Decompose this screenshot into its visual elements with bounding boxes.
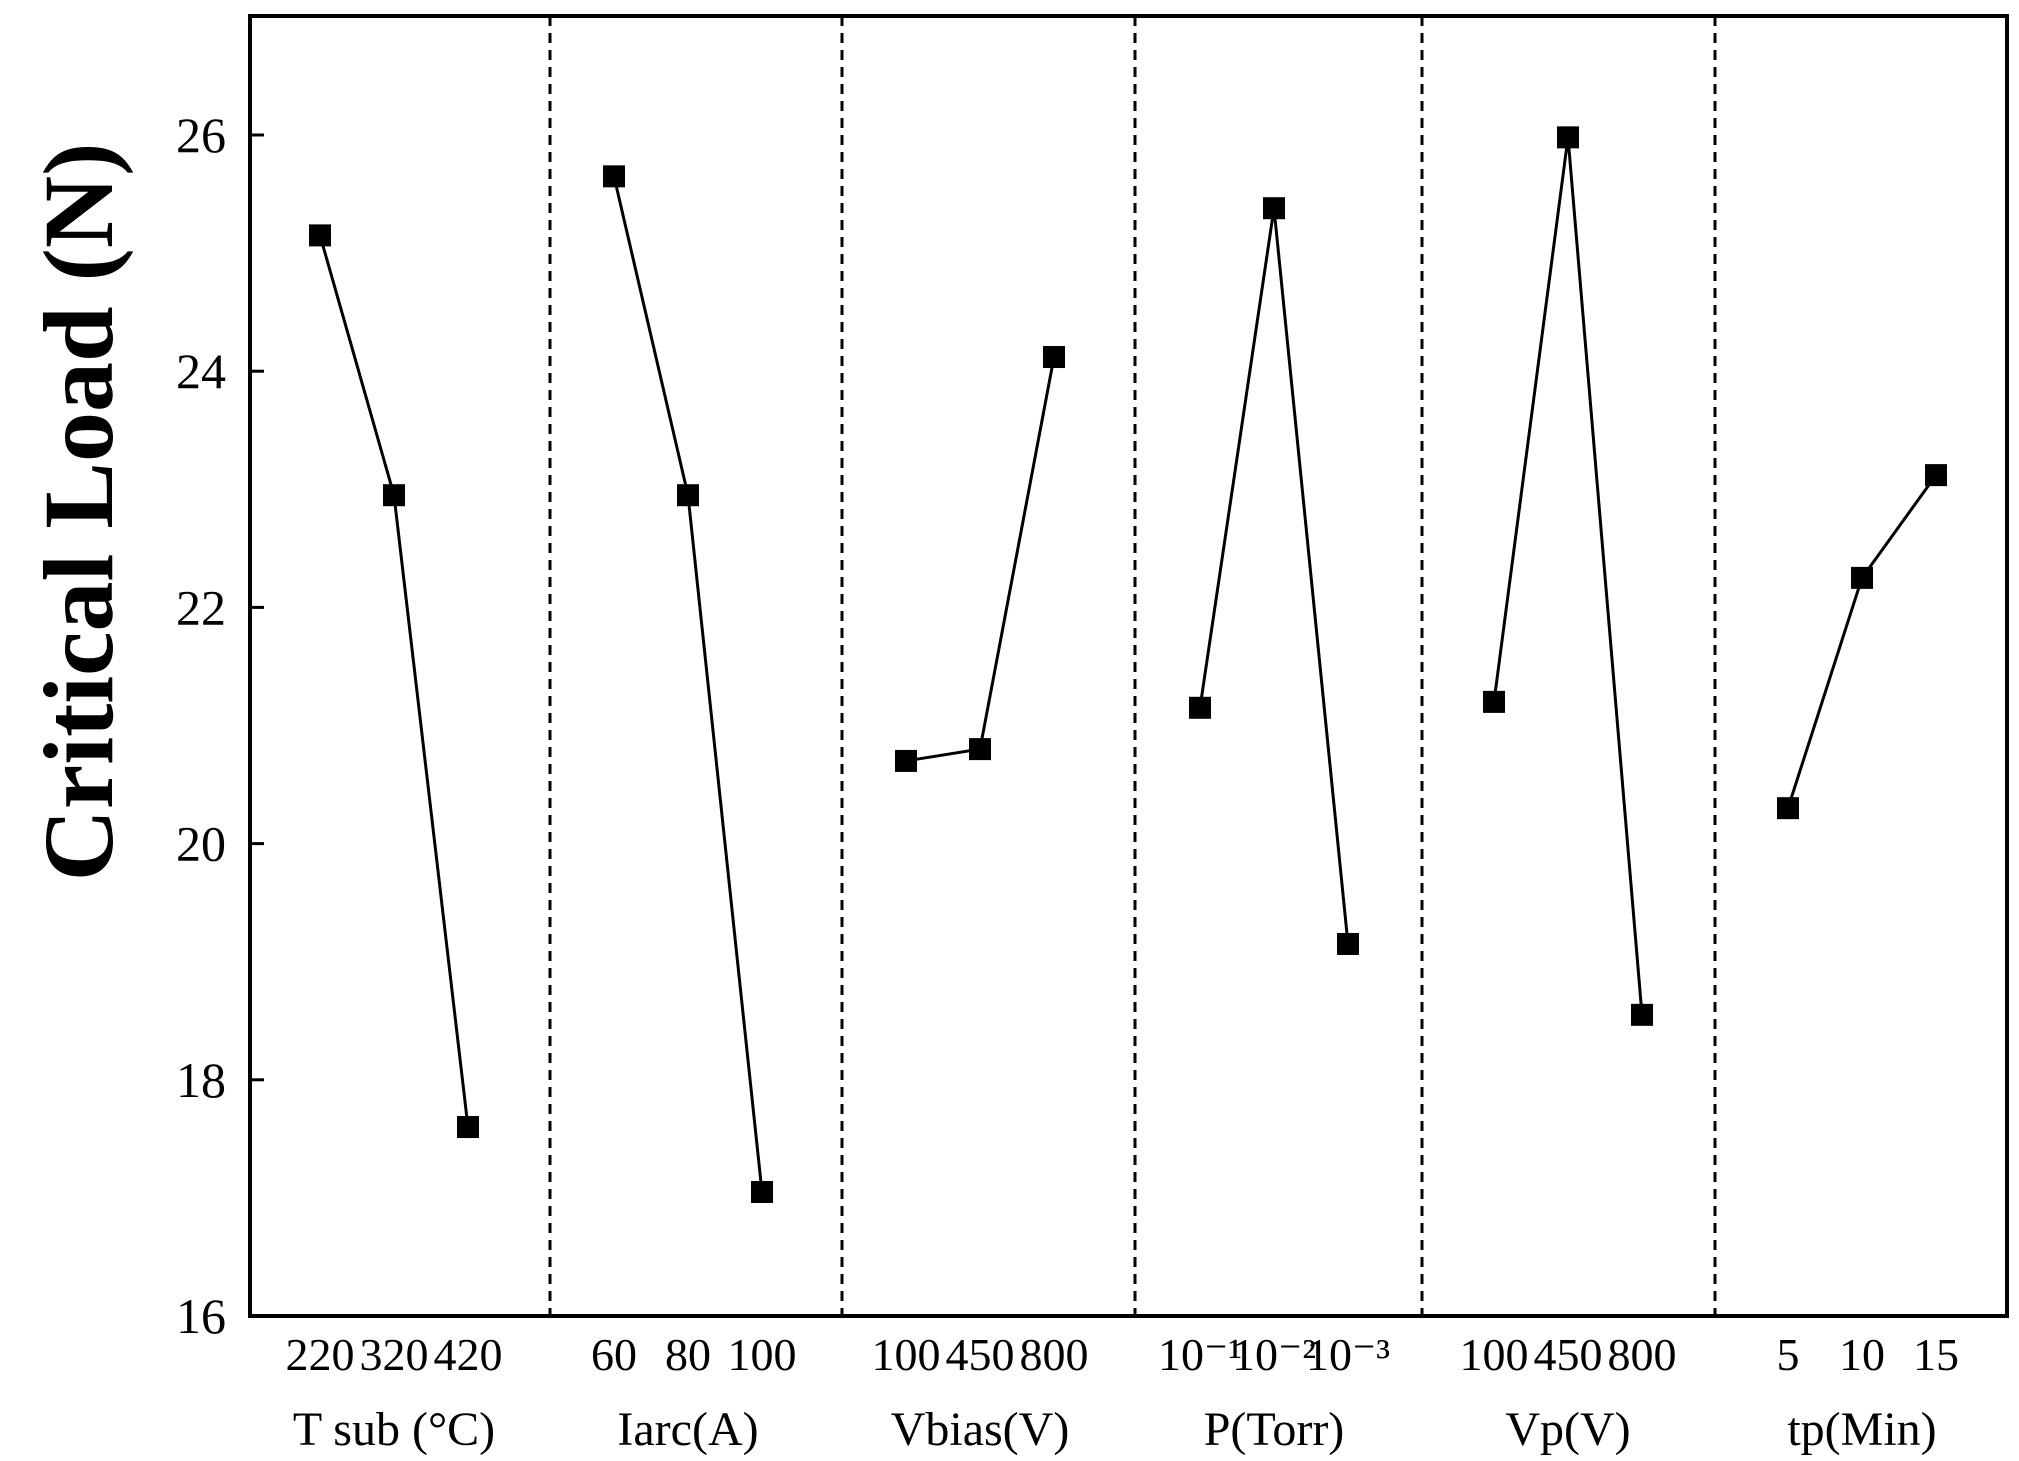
y-tick-label: 16 xyxy=(176,1288,226,1344)
data-point-marker xyxy=(1189,696,1211,719)
y-tick-label: 24 xyxy=(176,343,226,399)
data-point-marker xyxy=(1043,346,1065,369)
data-point-marker xyxy=(1631,1003,1653,1026)
x-category-label: 10⁻¹ xyxy=(1158,1329,1242,1380)
x-category-label: 320 xyxy=(360,1329,429,1380)
x-group-label: Iarc(A) xyxy=(617,1403,758,1456)
data-point-marker xyxy=(603,165,625,188)
x-group-label: Vbias(V) xyxy=(891,1403,1070,1456)
series-line xyxy=(905,356,1056,763)
x-group-label: tp(Min) xyxy=(1787,1403,1936,1456)
x-category-label: 10 xyxy=(1839,1329,1885,1380)
x-category-label: 80 xyxy=(665,1329,711,1380)
y-tick-label: 18 xyxy=(176,1052,226,1108)
data-point-marker xyxy=(1851,566,1873,589)
y-tick-label: 26 xyxy=(176,107,226,163)
data-point-marker xyxy=(751,1180,773,1203)
series-line xyxy=(612,175,764,1193)
plot-frame xyxy=(248,14,2009,1318)
series-line xyxy=(1492,137,1644,1015)
data-point-marker xyxy=(309,224,331,247)
data-point-marker xyxy=(383,484,405,507)
x-group-label: Vp(V) xyxy=(1505,1403,1630,1456)
x-category-label: 15 xyxy=(1913,1329,1959,1380)
group-dividers xyxy=(548,16,1717,1316)
x-category-label: 100 xyxy=(1460,1329,1529,1380)
data-series xyxy=(309,126,1947,1203)
y-axis-ticks: 16 18 20 22 24 26 xyxy=(176,107,264,1344)
data-point-marker xyxy=(1483,690,1505,713)
x-category-label: 10⁻² xyxy=(1232,1329,1316,1380)
x-category-label: 450 xyxy=(1534,1329,1603,1380)
x-category-label: 800 xyxy=(1608,1329,1677,1380)
data-point-marker xyxy=(677,484,699,507)
x-category-label: 60 xyxy=(591,1329,637,1380)
series-line xyxy=(1786,474,1938,809)
x-category-label: 100 xyxy=(872,1329,941,1380)
series-line xyxy=(318,234,470,1128)
data-point-marker xyxy=(457,1116,479,1139)
y-axis-title: Critical Load (N) xyxy=(23,143,134,882)
x-category-label: 100 xyxy=(728,1329,797,1380)
data-point-marker xyxy=(895,749,917,772)
data-point-marker xyxy=(969,738,991,761)
data-point-marker xyxy=(1557,126,1579,149)
x-category-label: 5 xyxy=(1777,1329,1800,1380)
x-category-label: 420 xyxy=(434,1329,503,1380)
x-group-label: T sub (°C) xyxy=(293,1403,495,1456)
x-category-label: 10⁻³ xyxy=(1306,1329,1390,1380)
data-point-marker xyxy=(1777,797,1799,820)
data-point-marker xyxy=(1263,197,1285,220)
x-group-label: P(Torr) xyxy=(1204,1403,1345,1456)
data-point-marker xyxy=(1337,932,1359,955)
series-line xyxy=(1198,208,1350,945)
x-category-label: 800 xyxy=(1020,1329,1089,1380)
data-point-marker xyxy=(1925,464,1947,487)
y-tick-label: 22 xyxy=(176,579,226,635)
x-category-label: 220 xyxy=(286,1329,355,1380)
y-tick-label: 20 xyxy=(176,816,226,872)
x-category-label: 450 xyxy=(946,1329,1015,1380)
